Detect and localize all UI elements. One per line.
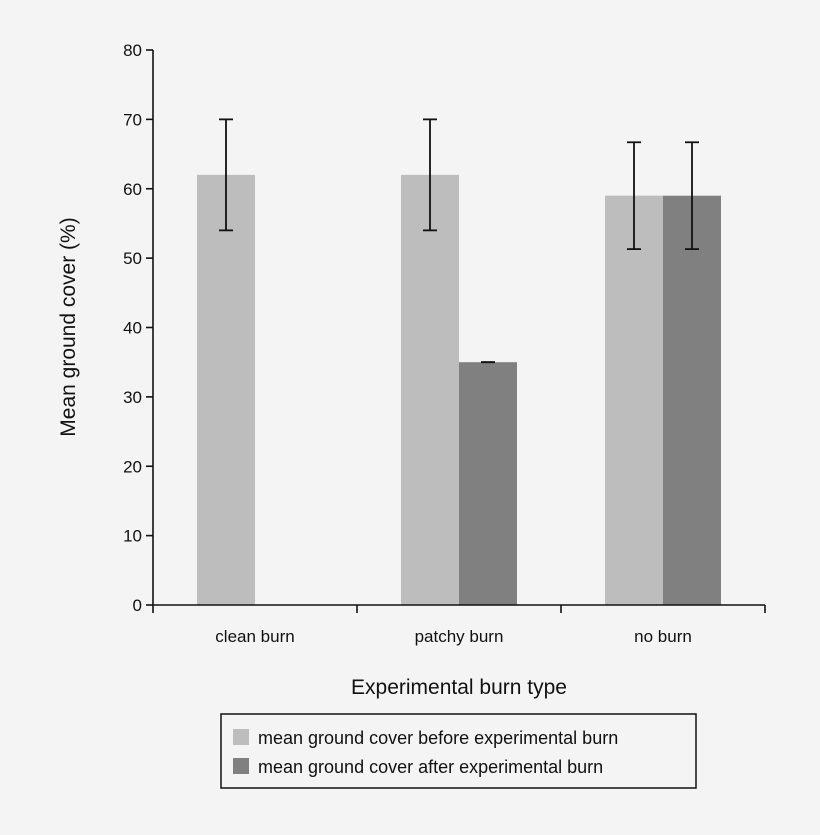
x-ticks-layer: clean burn patchy burn no burn bbox=[152, 605, 766, 646]
x-category-label: no burn bbox=[634, 627, 692, 646]
legend: mean ground cover before experimental bu… bbox=[220, 713, 697, 789]
y-ticks-layer: 0 10 20 30 40 50 60 70 80 bbox=[123, 41, 153, 615]
x-category-label: clean burn bbox=[215, 627, 294, 646]
y-tick-label: 40 bbox=[123, 319, 142, 338]
bar-after-no-burn bbox=[663, 195, 721, 605]
error-bar bbox=[423, 118, 437, 232]
bar-before-patchy-burn bbox=[401, 174, 459, 605]
legend-box bbox=[220, 713, 697, 789]
legend-swatch-after bbox=[233, 758, 249, 774]
legend-swatch-before bbox=[233, 729, 249, 745]
x-axis-title: Experimental burn type bbox=[351, 676, 567, 699]
y-tick-label: 0 bbox=[133, 596, 142, 615]
y-axis-title: Mean ground cover (%) bbox=[57, 217, 80, 436]
y-tick-label: 30 bbox=[123, 388, 142, 407]
x-category-label: patchy burn bbox=[415, 627, 504, 646]
y-tick-label: 10 bbox=[123, 527, 142, 546]
error-bar bbox=[219, 118, 233, 232]
y-tick-label: 70 bbox=[123, 110, 142, 129]
bars-layer bbox=[197, 174, 721, 605]
legend-label-before: mean ground cover before experimental bu… bbox=[258, 728, 618, 748]
bar-before-no-burn bbox=[605, 195, 663, 605]
bar-after-patchy-burn bbox=[459, 362, 517, 605]
error-bar bbox=[627, 141, 641, 251]
y-tick-label: 60 bbox=[123, 180, 142, 199]
bar-before-clean-burn bbox=[197, 174, 255, 605]
y-tick-label: 20 bbox=[123, 457, 142, 476]
y-tick-label: 50 bbox=[123, 249, 142, 268]
legend-label-after: mean ground cover after experimental bur… bbox=[258, 757, 603, 777]
error-bar bbox=[685, 141, 699, 251]
y-tick-label: 80 bbox=[123, 41, 142, 60]
error-bars-layer bbox=[219, 118, 699, 364]
